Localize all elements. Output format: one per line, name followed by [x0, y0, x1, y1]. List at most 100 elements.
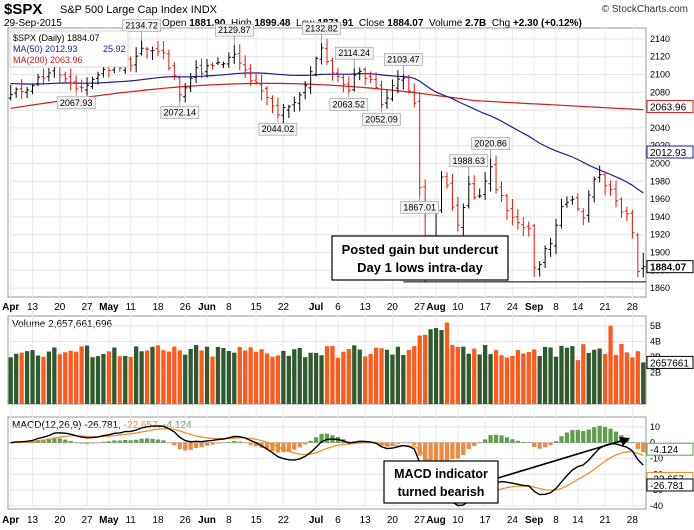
volume-bar: [68, 350, 73, 404]
price-bar: [265, 86, 270, 106]
macd-histogram-bar: [79, 442, 84, 444]
callout-box: [258, 122, 298, 136]
volume-bar: [466, 353, 471, 404]
macd-histogram-bar: [63, 439, 68, 443]
price-bar: [586, 190, 591, 223]
price-callout: 1988.63: [449, 154, 489, 176]
volume-bar: [423, 334, 428, 404]
price-bar: [406, 74, 411, 94]
volume-bar: [292, 349, 297, 404]
macd-histogram-bar: [515, 440, 520, 443]
axis-value-box: [646, 100, 694, 114]
callout-value: 2044.02: [262, 124, 295, 134]
macd-histogram-bar: [281, 442, 286, 453]
price-bar: [199, 58, 204, 79]
volume-bar: [19, 352, 24, 404]
price-bar: [281, 103, 286, 124]
price-bar: [630, 209, 635, 239]
price-bar: [68, 68, 73, 91]
volume-bar: [8, 357, 13, 404]
price-callout: 2103.47: [384, 53, 423, 75]
price-bar: [330, 57, 335, 81]
macd-histogram-bar: [641, 442, 646, 453]
volume-bar: [461, 346, 466, 404]
date-label-bottom: 8: [553, 515, 559, 526]
volume-bar: [275, 355, 281, 404]
price-bar: [412, 83, 417, 108]
volume-tick-label: 4B: [650, 336, 661, 346]
date-label-bottom: 18: [152, 515, 164, 526]
macd-tick-label: -10: [650, 453, 663, 463]
macd-histogram-bar: [466, 442, 471, 450]
volume-bar: [384, 349, 390, 404]
date-label-price: 8: [553, 302, 559, 313]
volume-bar: [281, 350, 286, 404]
volume-bar: [123, 356, 128, 404]
volume-bar: [319, 355, 324, 404]
macd-histogram-bar: [46, 438, 52, 443]
price-legend-box: [9, 30, 129, 68]
macd-histogram-bar: [57, 438, 62, 443]
callout-box: [334, 46, 374, 60]
date-label-bottom: 15: [251, 515, 263, 526]
macd-histogram-bar: [297, 442, 302, 448]
callout-value: 1867.01: [403, 202, 436, 212]
volume-bar: [166, 351, 171, 404]
macd-histogram-bar: [172, 442, 177, 446]
price-bar: [232, 45, 237, 64]
price-bar: [221, 61, 226, 69]
volume-bar: [308, 352, 313, 404]
macd-value-box: [646, 442, 694, 456]
price-bar: [248, 64, 253, 86]
price-bar: [439, 171, 444, 213]
macd-histogram-bar: [406, 442, 411, 444]
volume-bar: [199, 350, 204, 404]
price-bar: [308, 66, 313, 95]
volume-bar: [41, 356, 46, 404]
date-label-price: 24: [507, 302, 519, 313]
volume-bar: [253, 351, 259, 404]
price-bar: [319, 43, 324, 65]
macd-annotation: MACD indicator turned bearish: [383, 460, 499, 504]
volume-bar: [641, 362, 646, 404]
price-bar: [19, 79, 24, 100]
index-full-name: S&P 500 Large Cap Index: [60, 4, 188, 16]
macd-histogram-bar: [112, 440, 117, 443]
price-bar: [79, 79, 84, 93]
macd-annotation-line1: MACD indicator: [394, 467, 488, 481]
price-callout: 2044.02: [258, 118, 298, 136]
macd-signal-line: [10, 428, 644, 497]
axis-value-tag-ma200: 2063.96: [646, 100, 694, 114]
macd-histogram-bar: [395, 442, 401, 444]
price-bar: [335, 68, 340, 83]
price-bar: [581, 208, 586, 226]
price-bar: [95, 71, 100, 85]
volume-bar: [74, 351, 79, 404]
price-bar: [226, 52, 231, 68]
date-label-price: 17: [480, 302, 492, 313]
callout-value: 2114.24: [338, 48, 370, 58]
price-bar: [194, 60, 199, 83]
price-bar: [499, 181, 504, 202]
date-label-bottom: Jun: [198, 515, 216, 526]
volume-bar: [352, 345, 357, 404]
date-label-bottom: 27: [414, 515, 426, 526]
price-bar: [297, 92, 302, 112]
volume-bar: [46, 351, 52, 404]
macd-histogram-bar: [592, 427, 597, 443]
macd-histogram-bar: [232, 441, 237, 443]
axis-value-box: [646, 260, 694, 274]
volume-bar: [373, 347, 379, 404]
price-bar: [379, 80, 384, 109]
macd-annotation-arrow: [497, 439, 625, 479]
price-bar: [254, 73, 259, 85]
price-bar: [166, 49, 171, 71]
volume-bar: [379, 348, 384, 404]
callout-value: 2020.86: [474, 139, 507, 149]
callout-box: [400, 201, 440, 214]
volume-bar: [286, 355, 291, 404]
macd-histogram-bar: [548, 442, 553, 446]
macd-value-tag-macd: -26.781: [646, 478, 694, 492]
volume-bar: [221, 347, 226, 404]
